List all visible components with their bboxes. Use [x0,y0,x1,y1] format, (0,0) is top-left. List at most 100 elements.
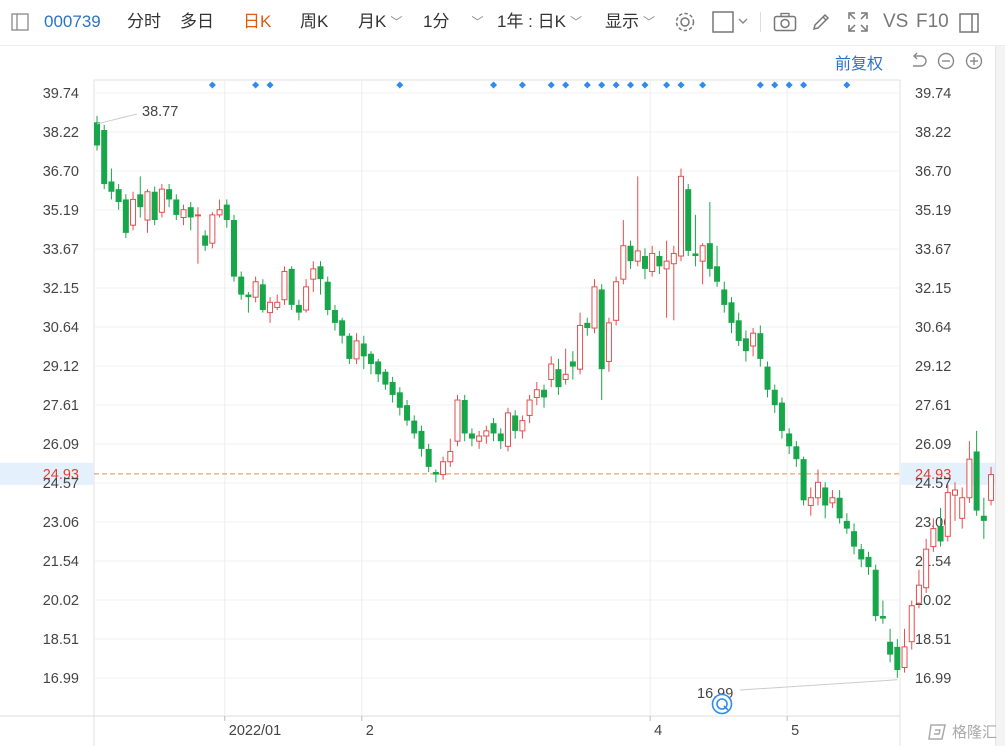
event-marker[interactable] [396,81,404,89]
y-tick-label-left: 33.67 [43,242,79,258]
candle-down [346,333,353,365]
candle-down [858,544,865,568]
candle-body [238,276,245,295]
event-marker[interactable] [518,81,526,89]
candle-up [454,394,461,447]
checkbox-icon[interactable] [712,11,752,33]
candle-up [620,220,627,285]
y-tick-label-left: 29.12 [43,359,79,375]
candle-body [230,220,237,277]
event-marker[interactable] [598,81,606,89]
event-marker[interactable] [547,81,555,89]
candle-down [721,281,728,313]
event-marker[interactable] [208,81,216,89]
candle-body [685,189,692,251]
candle-body [923,548,930,589]
undo-icon[interactable] [908,51,928,71]
candle-body [483,430,490,437]
tab-intraday[interactable]: 分时 [127,12,161,31]
pencil-icon[interactable] [810,11,832,33]
tab-weekly-k[interactable]: 周K [300,12,329,31]
candle-up [504,407,511,452]
chevron-down-icon: ﹀ [643,15,656,29]
candle-up [130,191,137,231]
candle-body [887,641,894,655]
candle-body [396,392,403,408]
candle-down [101,124,108,190]
event-marker[interactable] [756,81,764,89]
candle-down [793,441,800,467]
y-tick-label-right: 29.12 [915,359,951,375]
candle-body [670,252,677,265]
vs-compare-button[interactable]: VS [883,11,909,32]
candle-body [843,520,850,529]
tab-multi-day[interactable]: 多日 [180,12,214,31]
event-marker[interactable] [583,81,591,89]
candle-up [966,441,973,503]
candle-up [959,487,966,529]
settings-icon[interactable] [674,11,696,33]
event-marker[interactable] [785,81,793,89]
event-marker[interactable] [252,81,260,89]
candle-down [339,317,346,344]
candle-body [281,270,288,301]
event-marker[interactable] [699,81,707,89]
candle-body [757,333,764,359]
candle-down [418,425,425,457]
toolbar-divider [760,12,761,32]
candle-body [324,281,331,311]
candle-body [454,399,461,442]
adjust-mode-link[interactable]: 前复权 [835,56,884,73]
event-marker[interactable] [677,81,685,89]
event-marker[interactable] [612,81,620,89]
y-tick-label-left: 23.06 [43,515,79,531]
display-select[interactable]: 显示 ﹀ [605,11,655,34]
candle-up [807,487,814,516]
candle-body [541,389,548,398]
event-marker[interactable] [771,81,779,89]
sidebar-toggle-icon[interactable] [10,12,30,32]
event-marker[interactable] [843,81,851,89]
candle-body [562,373,569,380]
zoom-in-icon[interactable] [964,51,984,71]
candle-down [151,186,158,226]
event-badge-icon[interactable] [711,693,733,715]
event-marker[interactable] [562,81,570,89]
candle-down [404,400,411,426]
event-marker[interactable] [663,81,671,89]
candle-body [858,549,865,560]
y-tick-label-right: 33.67 [915,242,951,258]
event-marker[interactable] [800,81,808,89]
candle-body [130,198,137,226]
chevron-down-icon: ﹀ [569,15,582,29]
event-marker[interactable] [641,81,649,89]
candle-body [288,268,295,305]
panel-icon[interactable] [958,12,980,34]
event-marker[interactable] [627,81,635,89]
tab-minute-label: 1分 [423,12,450,31]
tab-daily-k[interactable]: 日K [243,12,272,31]
fullscreen-icon[interactable] [846,11,870,33]
candle-body [245,294,252,298]
f10-button[interactable]: F10 [916,11,949,32]
stock-code[interactable]: 000739 [44,12,101,31]
camera-icon[interactable] [772,11,798,33]
zoom-out-icon[interactable] [936,51,956,71]
scrollbar-track[interactable] [995,46,1005,746]
candle-down [238,271,245,300]
tab-monthly-k[interactable]: 月K ﹀ [358,11,402,34]
event-marker[interactable] [490,81,498,89]
candle-body [944,492,951,537]
candle-body [656,256,663,267]
candle-up [548,356,555,388]
range-select[interactable]: 1年 : 日K ﹀ [497,11,582,34]
tab-minute[interactable]: 1分 ﹀ [423,11,483,34]
current-price-label-left: 24.93 [43,467,79,483]
candle-body [533,389,540,398]
event-marker[interactable] [266,81,274,89]
plot-area [93,79,901,717]
candle-body [634,250,641,262]
candle-body [346,335,353,359]
candle-body [879,616,886,619]
